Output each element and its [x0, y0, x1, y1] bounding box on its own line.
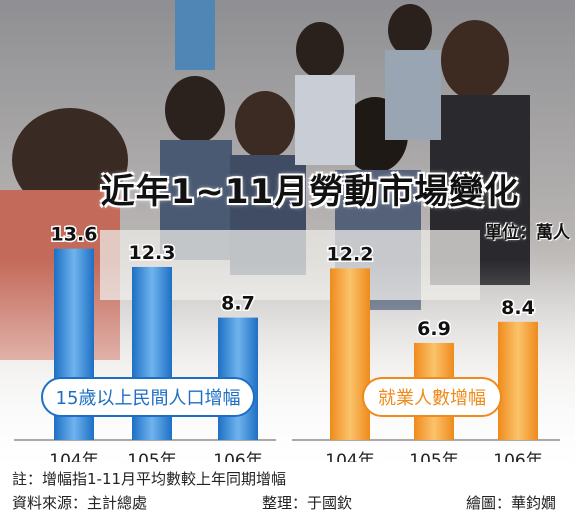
chart-title: 近年1~11月勞動市場變化 [100, 172, 520, 212]
series-label: 15歲以上民間人口增幅 [56, 388, 241, 409]
data-label: 6.9 [417, 318, 451, 340]
series-label-box [362, 377, 502, 417]
unit-label: 單位：萬人 [485, 223, 570, 243]
editor-credit: 整理：于國欽 [262, 494, 353, 512]
series-label-box [41, 377, 255, 417]
bar-1-0 [330, 268, 370, 440]
source-credit: 資料來源：主計總處 [12, 494, 148, 512]
series-label: 就業人數增幅 [378, 388, 486, 409]
data-label: 13.6 [51, 224, 98, 246]
data-label: 12.2 [327, 243, 374, 265]
bar-1-2 [498, 321, 538, 440]
footer-area [0, 462, 575, 520]
footnote: 註：增幅指1-11月平均數較上年同期增幅 [12, 470, 287, 488]
data-label: 8.4 [501, 297, 535, 319]
data-label: 8.7 [221, 293, 255, 315]
illustrator-credit: 繪圖：華鈞嫺 [466, 494, 557, 512]
data-label: 12.3 [129, 242, 176, 264]
